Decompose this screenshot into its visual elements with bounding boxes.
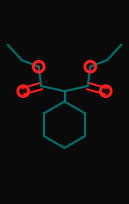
Circle shape [33, 62, 44, 73]
Circle shape [18, 86, 29, 97]
Circle shape [100, 86, 111, 97]
Circle shape [85, 62, 96, 73]
